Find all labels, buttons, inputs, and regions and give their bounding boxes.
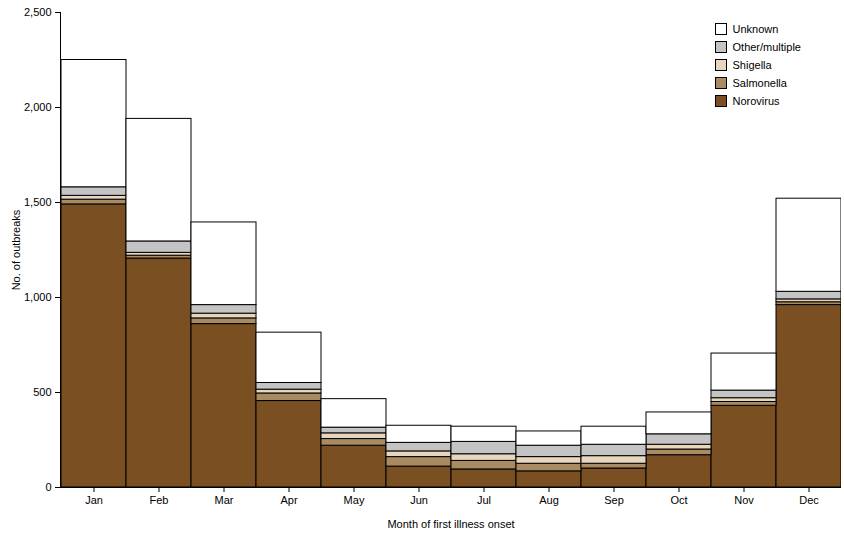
svg-text:2,500: 2,500 [24, 6, 52, 18]
svg-text:1,500: 1,500 [24, 196, 52, 208]
svg-text:Month of first illness onset: Month of first illness onset [387, 518, 514, 530]
svg-text:Sep: Sep [604, 494, 624, 506]
svg-text:500: 500 [33, 386, 51, 398]
svg-text:Feb: Feb [150, 494, 169, 506]
svg-text:No. of outbreaks: No. of outbreaks [10, 209, 22, 290]
svg-text:May: May [344, 494, 365, 506]
svg-text:0: 0 [45, 481, 51, 493]
svg-text:Dec: Dec [799, 494, 819, 506]
svg-text:Jul: Jul [477, 494, 491, 506]
html-text:Unknown: Unknown [732, 23, 779, 35]
svg-text:Oct: Oct [670, 494, 687, 506]
svg-text:Apr: Apr [280, 494, 297, 506]
svg-text:2,000: 2,000 [24, 101, 52, 113]
svg-text:1,000: 1,000 [24, 291, 52, 303]
html-text:Norovirus: Norovirus [732, 95, 780, 107]
html-text:Shigella: Shigella [732, 59, 772, 71]
svg-text:Aug: Aug [539, 494, 559, 506]
svg-text:Jan: Jan [85, 494, 103, 506]
svg-text:Nov: Nov [734, 494, 754, 506]
html-text:Other/multiple: Other/multiple [732, 41, 801, 53]
html-text:Salmonella: Salmonella [732, 77, 787, 89]
svg-text:Jun: Jun [410, 494, 428, 506]
svg-text:Mar: Mar [215, 494, 234, 506]
